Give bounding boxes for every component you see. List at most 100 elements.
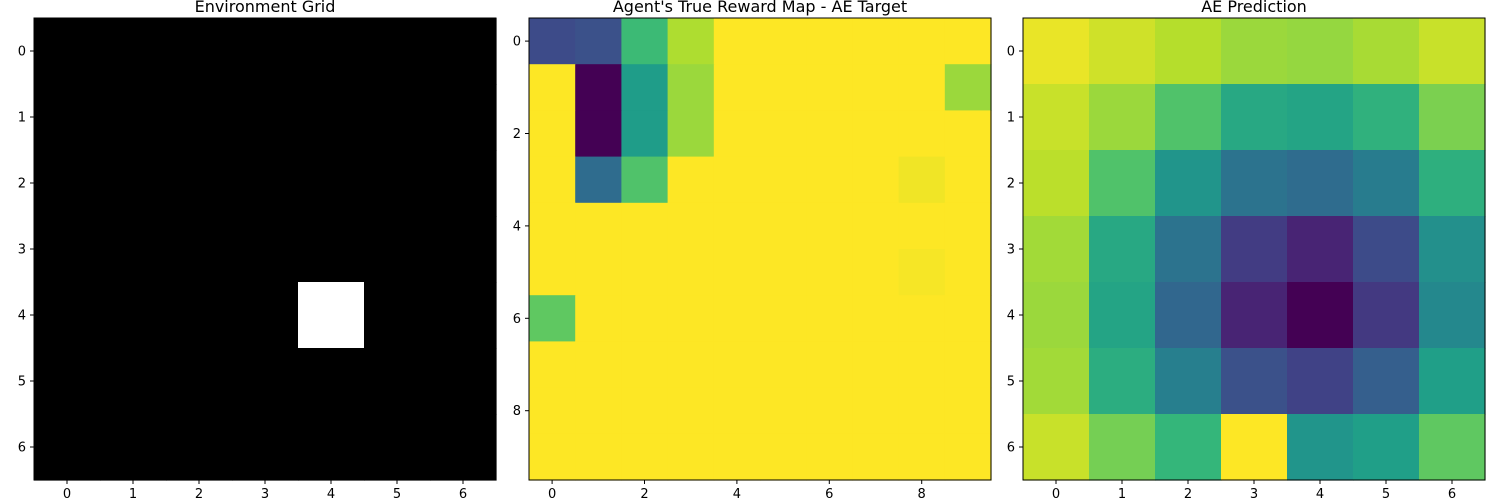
true-reward-map-cell [898,249,946,296]
ae-prediction-cell [1221,150,1288,217]
environment-grid-x-tick-label: 4 [327,487,335,500]
environment-grid-cell [232,414,299,481]
true-reward-map-cell [575,202,622,250]
true-reward-map-cell [852,387,900,435]
true-reward-map-cell [852,202,900,250]
environment-grid-cell [232,282,299,349]
environment-grid-cell [100,216,167,283]
ae-prediction-cell [1419,216,1486,283]
true-reward-map-cell [944,341,992,389]
environment-grid-cell [430,348,497,415]
environment-grid-cell [430,282,497,349]
true-reward-map-cell [898,295,946,342]
ae-prediction-cell [1221,348,1288,415]
ae-prediction-cell [1155,150,1222,217]
ae-prediction-cell [1353,216,1420,283]
environment-grid-x-tick-label: 3 [261,487,269,500]
true-reward-map-cell [713,110,761,158]
true-reward-map-cell [529,387,576,435]
true-reward-map-cell [529,249,576,296]
true-reward-map-cell [852,341,900,389]
true-reward-map-cell [575,18,622,65]
ae-prediction-cell [1155,348,1222,415]
true-reward-map-cell [760,202,807,250]
true-reward-map-cell [898,387,946,435]
environment-grid-panel: Environment Grid 0 1 2 3 4 5 6 0 1 2 3 4 5 6 [18,0,497,500]
true-reward-map-cell [760,387,807,435]
true-reward-map-x-tick-label: 2 [640,487,648,500]
true-reward-map-cell [852,295,900,342]
true-reward-map-cell [667,249,715,296]
ae-prediction-x-tick-label: 5 [1382,487,1390,500]
environment-grid-cell [232,216,299,283]
true-reward-map-cell [667,341,715,389]
true-reward-map-cell [806,64,853,111]
true-reward-map-cell [852,64,900,111]
environment-grid-cell [100,18,167,85]
ae-prediction-cell [1023,84,1090,151]
environment-grid-cell [298,282,365,349]
true-reward-map-cell [575,64,622,111]
ae-prediction-cell [1287,84,1354,151]
true-reward-map-cell [760,18,807,65]
environment-grid-y-tick-label: 3 [18,243,26,258]
environment-grid-y-tick-label: 5 [18,375,26,390]
true-reward-map-cell [760,64,807,111]
ae-prediction-cell [1287,414,1354,481]
true-reward-map-cell [806,202,853,250]
ae-prediction-cell [1155,216,1222,283]
environment-grid-cell [364,216,431,283]
environment-grid-cell [298,414,365,481]
true-reward-map-cell [667,295,715,342]
ae-prediction-cell [1221,18,1288,85]
true-reward-map-cell [806,110,853,158]
ae-prediction-cell [1155,18,1222,85]
environment-grid-cell [298,84,365,151]
ae-prediction-y-tick-label: 4 [1007,309,1015,324]
environment-grid-cell [34,348,101,415]
true-reward-map-cell [944,433,992,481]
true-reward-map-cell [621,295,669,342]
ae-prediction-cell [1287,216,1354,283]
environment-grid-cell [34,282,101,349]
environment-grid-cell [430,150,497,217]
true-reward-map-y-tick-label: 8 [513,404,521,419]
ae-prediction-cell [1089,216,1156,283]
true-reward-map-x-tick-label: 4 [733,487,741,500]
true-reward-map-cell [713,202,761,250]
true-reward-map-frame [528,17,992,481]
ae-prediction-cell [1419,282,1486,349]
environment-grid-cell [430,84,497,151]
environment-grid-cell [298,348,365,415]
environment-grid-cell [430,18,497,85]
ae-prediction-cell [1221,282,1288,349]
environment-grid-cell [166,84,233,151]
environment-grid-cell [364,18,431,85]
ae-prediction-y-tick-label: 2 [1007,177,1015,192]
ae-prediction-cell [1089,282,1156,349]
true-reward-map-cell [898,156,946,204]
ae-prediction-cell [1023,348,1090,415]
true-reward-map-cell [575,110,622,158]
true-reward-map-cell [667,64,715,111]
environment-grid-cell [100,348,167,415]
true-reward-map-cell [898,341,946,389]
true-reward-map-cell [898,110,946,158]
true-reward-map-x-tick-label: 8 [918,487,926,500]
ae-prediction-cell [1089,348,1156,415]
ae-prediction-cell [1023,414,1090,481]
ae-prediction-y-tick-label: 6 [1007,441,1015,456]
true-reward-map-cell [944,249,992,296]
true-reward-map-cell [944,202,992,250]
ae-prediction-cell [1419,18,1486,85]
environment-grid-y-tick-label: 6 [18,441,26,456]
environment-grid-cell [166,18,233,85]
true-reward-map-cell [713,341,761,389]
ae-prediction-cell [1287,282,1354,349]
true-reward-map-cell [621,341,669,389]
true-reward-map-cell [529,341,576,389]
true-reward-map-y-tick-label: 6 [513,312,521,327]
true-reward-map-cell [852,156,900,204]
true-reward-map-cell [760,156,807,204]
